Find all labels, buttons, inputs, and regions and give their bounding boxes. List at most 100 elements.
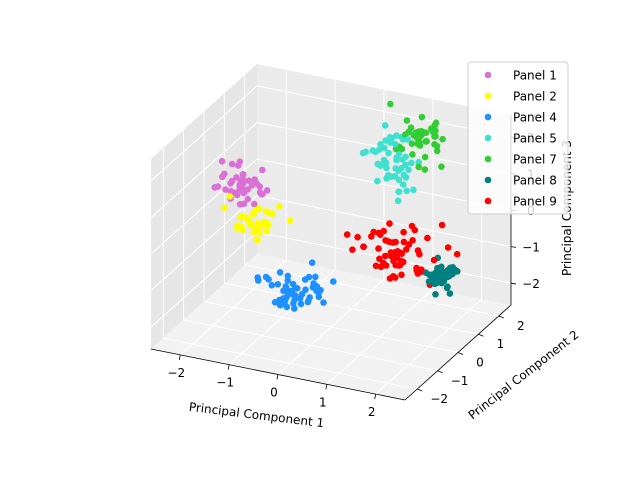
data-point [405,166,412,174]
z-tick-mark [510,246,517,248]
data-point [418,113,426,121]
legend-entry-label: Panel 9 [513,195,557,209]
data-point [360,243,367,250]
x-tick-label: 2 [368,405,376,419]
x-tick-label: 1 [319,395,327,409]
data-point [408,159,415,167]
y-tick-mark [457,352,464,355]
data-point [386,275,394,282]
data-point [400,171,408,179]
data-point [305,273,313,281]
legend-marker [484,176,492,184]
data-point [253,224,260,231]
data-point [330,278,337,285]
data-point [402,153,409,161]
data-point [396,261,404,269]
data-point [263,227,270,235]
data-point [402,161,409,169]
data-point [423,138,431,145]
data-point [383,164,390,172]
x-tick-label: 0 [270,386,278,400]
data-point [393,156,400,164]
legend-marker [484,71,492,79]
data-point [221,204,228,212]
data-point [254,277,262,284]
data-point [400,238,408,246]
data-point [227,180,234,187]
data-point [370,228,377,236]
data-point [228,160,236,168]
data-point [372,262,380,270]
data-point [433,142,441,150]
data-points [211,100,461,312]
data-point [375,245,382,252]
data-point [403,187,411,195]
data-point [308,259,316,267]
data-point [414,247,422,254]
data-point [236,158,244,165]
data-point [392,140,399,148]
data-point [291,305,298,312]
data-point [276,203,283,210]
data-point [446,264,454,272]
data-point [271,299,279,306]
data-point [298,290,306,298]
data-point [454,268,461,275]
legend-entry-label: Panel 8 [513,174,557,188]
data-point [251,200,258,208]
y-tick-label: −1 [451,374,469,388]
data-point [391,249,399,256]
data-point [403,117,411,124]
legend-marker [484,155,492,163]
grid-line-floor-x [375,298,483,395]
data-point [236,201,244,208]
data-point [262,208,270,215]
legend-marker [484,197,492,205]
data-point [416,138,423,146]
data-point [256,189,264,196]
data-point [415,163,423,171]
data-point [438,163,445,170]
legend: Panel 1 Panel 2 Panel 4 Panel 5 Panel 7 Panel… [467,61,569,215]
data-point [285,291,292,298]
data-point [385,238,393,245]
data-point [385,149,392,157]
data-point [420,129,428,136]
grid-line-side-z [150,85,258,182]
data-point [425,278,433,285]
data-point [359,149,367,157]
data-point [381,122,389,129]
data-point [297,300,305,308]
data-point [312,273,319,281]
y-tick-label: 1 [497,337,505,351]
z-tick-label: −2 [522,277,540,291]
data-point [214,183,222,190]
data-point [381,144,388,152]
data-point [294,285,301,292]
data-point [392,165,399,172]
legend-frame [467,61,569,215]
data-point [304,298,312,306]
data-point [284,277,292,284]
data-point [268,281,276,289]
z-tick-label: −1 [522,241,540,255]
data-point [439,135,446,143]
y-tick-mark [417,388,423,392]
data-point [431,133,438,140]
data-point [376,255,383,263]
data-point [374,160,382,168]
data-point [219,173,226,181]
data-point [245,177,253,184]
data-point [259,166,266,174]
data-point [343,231,351,238]
legend-marker [484,134,492,142]
data-point [276,269,284,276]
legend-entry-label: Panel 5 [513,132,557,146]
data-point [302,286,309,294]
data-point [403,246,410,253]
data-point [424,234,431,242]
grid-line-floor-y [203,301,459,353]
data-point [291,296,298,303]
data-point [410,186,417,194]
